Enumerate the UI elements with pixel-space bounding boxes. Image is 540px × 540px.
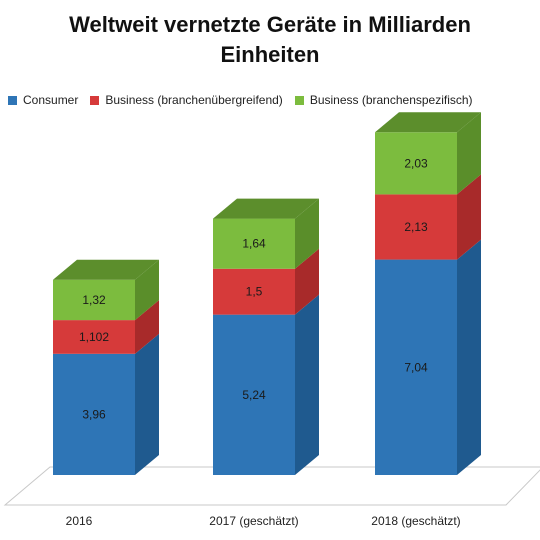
bar-side-0-0 [135, 333, 159, 475]
bar-0-0 [53, 353, 135, 475]
bar-side-2-1 [295, 198, 319, 269]
legend-swatch-consumer [8, 95, 17, 105]
data-label-0-2: 7,04 [404, 360, 428, 374]
chart-title: Weltweit vernetzte Geräte in Milliarden … [0, 10, 540, 70]
bar-side-0-1 [295, 294, 319, 475]
chart-legend: Consumer Business (branchenübergreifend)… [8, 93, 538, 107]
chart-title-line-1: Weltweit vernetzte Geräte in Milliarden [69, 12, 471, 37]
bar-side-2-2 [457, 112, 481, 195]
legend-swatch-business-specific [294, 95, 304, 105]
bar-side-2-0 [135, 259, 159, 321]
legend-item-consumer: Consumer [8, 93, 78, 107]
data-label-1-2: 2,13 [404, 220, 428, 234]
bar-1-1 [213, 268, 295, 315]
bar-2-2 [375, 132, 457, 195]
bar-side-1-1 [295, 248, 319, 315]
legend-swatch-business-cross [90, 95, 100, 105]
legend-label-business-specific: Business (branchenspezifisch) [309, 93, 473, 107]
bar-top-2 [375, 112, 481, 133]
data-label-2-1: 1,64 [242, 237, 266, 251]
bar-0-2 [375, 259, 457, 475]
bar-side-1-0 [135, 300, 159, 354]
bar-0-1 [213, 314, 295, 475]
legend-item-business-specific: Business (branchenspezifisch) [294, 93, 473, 107]
bar-2-1 [213, 218, 295, 269]
chart-title-line-2: Einheiten [220, 42, 320, 67]
bar-side-0-2 [457, 239, 481, 475]
data-label-1-0: 1,102 [79, 330, 109, 344]
bar-1-0 [53, 320, 135, 354]
legend-label-business-cross: Business (branchenübergreifend) [105, 93, 283, 107]
bar-1-2 [375, 194, 457, 260]
legend-item-business-cross: Business (branchenübergreifend) [90, 93, 283, 107]
category-label-0: 2016 [66, 514, 93, 528]
bar-side-1-2 [457, 174, 481, 260]
data-label-0-0: 3,96 [82, 407, 106, 421]
data-label-0-1: 5,24 [242, 388, 266, 402]
category-label-2: 2018 (geschätzt) [371, 514, 460, 528]
legend-label-consumer: Consumer [23, 93, 79, 107]
data-label-2-0: 1,32 [82, 293, 106, 307]
data-label-2-2: 2,03 [404, 156, 428, 170]
bar-2-0 [53, 279, 135, 321]
bar-top-0 [53, 259, 159, 280]
bar-top-1 [213, 198, 319, 219]
category-label-1: 2017 (geschätzt) [209, 514, 298, 528]
data-label-1-1: 1,5 [246, 285, 263, 299]
